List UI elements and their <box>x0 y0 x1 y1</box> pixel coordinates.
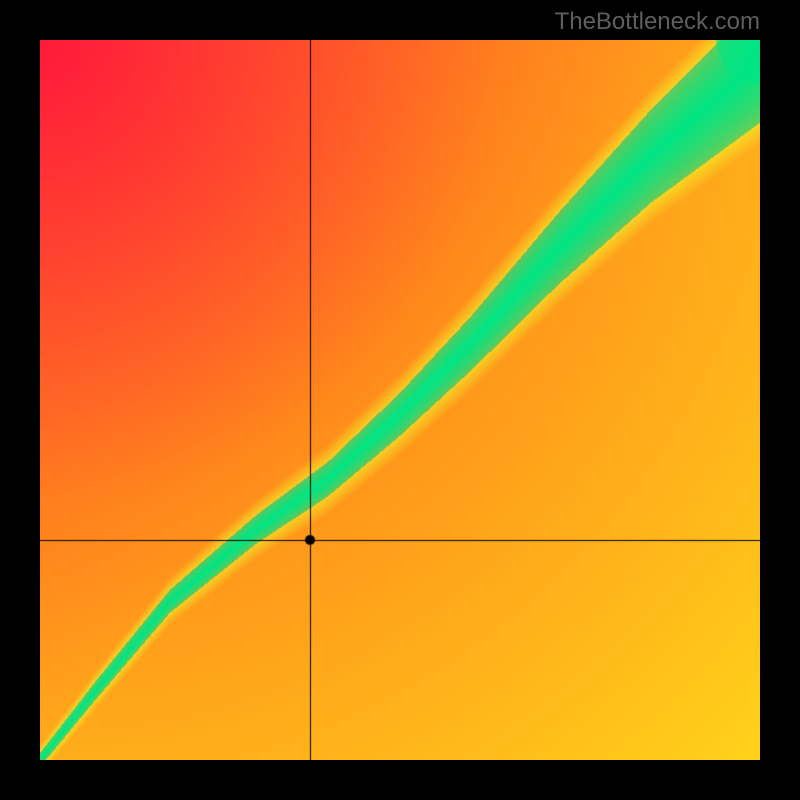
watermark-text: TheBottleneck.com <box>555 8 760 36</box>
bottleneck-heatmap <box>40 40 760 760</box>
chart-container: TheBottleneck.com <box>0 0 800 800</box>
